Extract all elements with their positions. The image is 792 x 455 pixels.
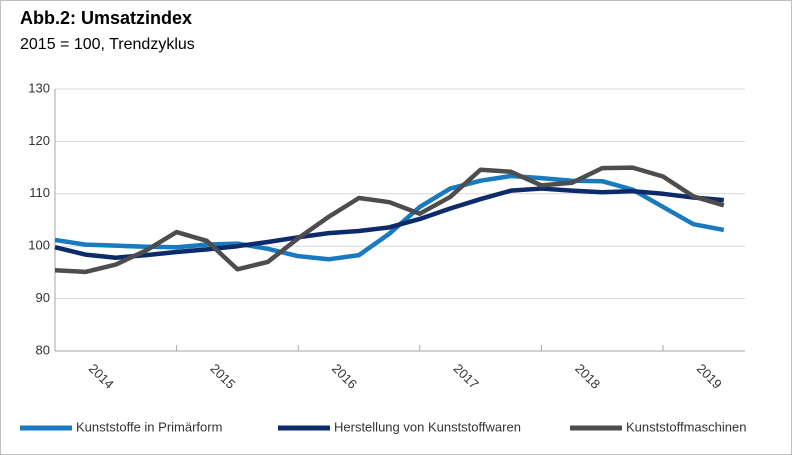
legend-label: Kunststoffe in Primärform (76, 419, 222, 434)
y-tick-label: 110 (29, 185, 50, 200)
y-tick-label: 80 (36, 342, 50, 357)
chart-title: Abb.2: Umsatzindex (20, 8, 192, 28)
y-tick-label: 90 (36, 290, 50, 305)
chart-subtitle: 2015 = 100, Trendzyklus (20, 36, 195, 53)
y-tick-label: 100 (28, 238, 50, 253)
line (54, 165, 725, 275)
y-tick-label: 120 (28, 133, 50, 148)
y-tick-label: 130 (28, 80, 50, 95)
line (54, 173, 725, 262)
line (54, 186, 724, 260)
legend-label: Herstellung von Kunststoffwaren (334, 419, 521, 434)
legend-label: Kunststoffmaschinen (626, 419, 746, 434)
